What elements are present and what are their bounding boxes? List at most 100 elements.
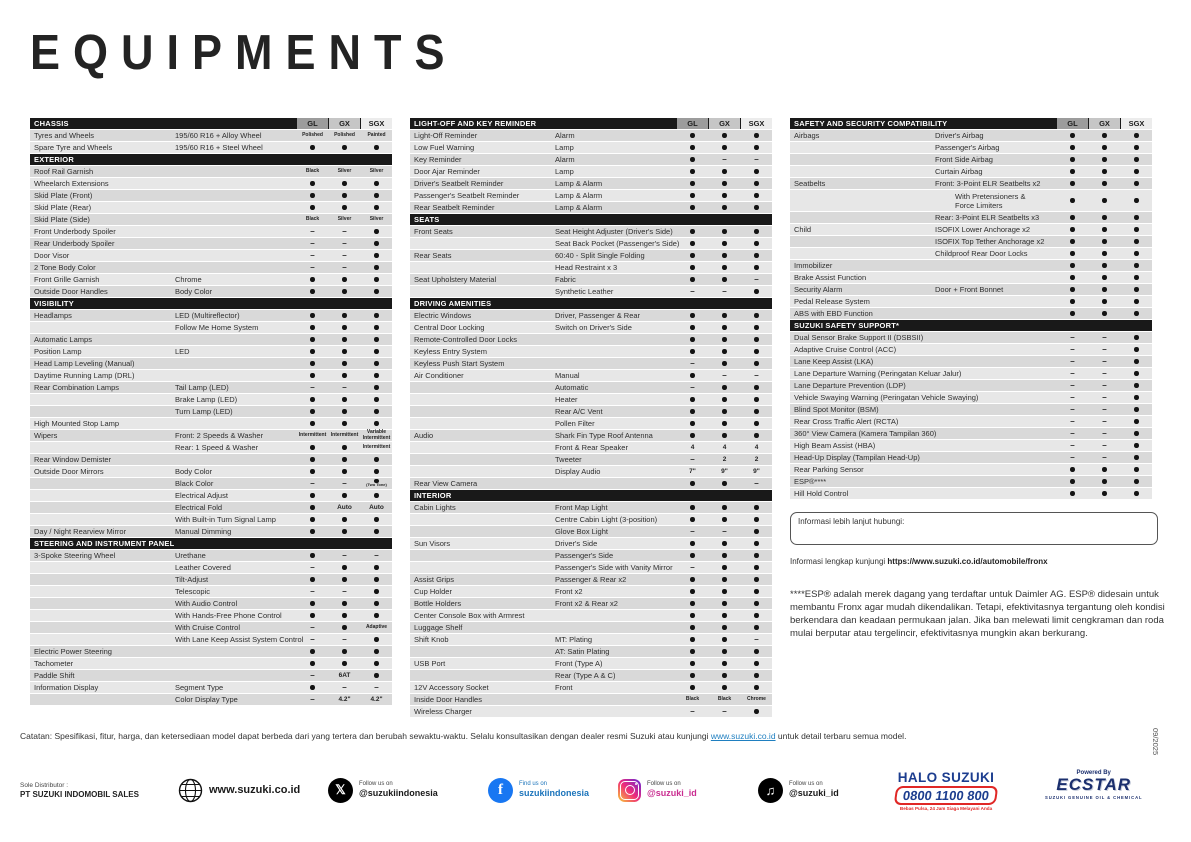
table-row: ABS with EBD Function (790, 308, 1152, 319)
trim-value-cell (361, 322, 392, 333)
feature-detail: Shark Fin Type Roof Antenna (555, 431, 653, 440)
trim-value-cell (1057, 488, 1088, 499)
not-available-dash: – (1070, 332, 1075, 342)
trim-value-cell (677, 586, 708, 597)
included-dot-icon (1070, 215, 1075, 220)
trim-value-cell (361, 334, 392, 345)
trim-value-text: Intermittent (362, 443, 391, 450)
trim-value-cell (1057, 178, 1088, 189)
trim-value-cell (741, 310, 772, 321)
included-dot-icon (690, 553, 695, 558)
included-dot-icon (374, 337, 379, 342)
trim-value-cell (361, 226, 392, 237)
included-dot-icon (1070, 299, 1075, 304)
feature-detail: 195/60 R16 + Alloy Wheel (175, 131, 262, 140)
included-dot-icon (754, 613, 759, 618)
included-dot-icon (722, 541, 727, 546)
section-header: SAFETY AND SECURITY COMPATIBILITY GL GX SGX (790, 118, 1152, 129)
included-dot-icon (722, 205, 727, 210)
included-dot-icon (690, 517, 695, 522)
trim-value-cell: – (329, 586, 360, 597)
facebook-handle: suzukiindonesia (519, 788, 590, 799)
included-dot-icon (310, 493, 315, 498)
included-dot-icon (722, 505, 727, 510)
trim-values (1056, 308, 1152, 319)
included-dot-icon (1070, 133, 1075, 138)
trim-value-cell (1121, 296, 1152, 307)
feature-detail: 195/60 R16 + Steel Wheel (175, 143, 263, 152)
feature-detail: Automatic (555, 383, 589, 392)
trim-values (1056, 166, 1152, 177)
trim-values: Polished Polished Painted (296, 130, 392, 141)
feature-name: Wipers (34, 431, 58, 440)
trim-value-cell (677, 610, 708, 621)
included-dot-icon (754, 433, 759, 438)
trim-value-cell (677, 226, 708, 237)
trim-values: – – (1056, 440, 1152, 451)
included-dot-icon (722, 673, 727, 678)
feature-detail: Lamp & Alarm (555, 179, 603, 188)
trim-value-cell (709, 166, 740, 177)
feature-detail: Fabric (555, 275, 576, 284)
included-dot-icon (754, 421, 759, 426)
trim-value-cell (1121, 130, 1152, 141)
included-dot-icon (374, 577, 379, 582)
feature-name: High Beam Assist (HBA) (794, 441, 876, 450)
not-available-dash: – (310, 250, 315, 260)
included-dot-icon (374, 613, 379, 618)
trim-value-cell (1057, 476, 1088, 487)
trim-values: – – (Two Tone) (296, 478, 392, 489)
included-dot-icon (754, 541, 759, 546)
included-dot-icon (1070, 227, 1075, 232)
feature-detail: Electrical Adjust (175, 491, 228, 500)
trim-value-cell (709, 514, 740, 525)
trim-value-cell (1121, 154, 1152, 165)
trim-value-cell (741, 322, 772, 333)
included-dot-icon (374, 469, 379, 474)
included-dot-icon (310, 457, 315, 462)
not-available-dash: – (342, 550, 347, 560)
suzuki-website-link[interactable]: www.suzuki.co.id (710, 731, 776, 741)
included-dot-icon (1134, 419, 1139, 424)
feature-detail: With Audio Control (175, 599, 238, 608)
not-available-dash: – (754, 274, 759, 284)
included-dot-icon (722, 685, 727, 690)
trim-values (676, 142, 772, 153)
feature-name: Lane Departure Prevention (LDP) (794, 381, 906, 390)
trim-value-cell (361, 562, 392, 573)
trim-values (1056, 142, 1152, 153)
feature-name: Rear Underbody Spoiler (34, 239, 115, 248)
included-dot-icon (1102, 198, 1107, 203)
not-available-dash: – (310, 226, 315, 236)
section-header-label: SEATS (414, 215, 440, 224)
x-social-block: 𝕏 Follow us on @suzukiindonesia (328, 770, 438, 810)
included-dot-icon (754, 145, 759, 150)
included-dot-icon (342, 145, 347, 150)
feature-name: Rear Parking Sensor (794, 465, 864, 474)
included-dot-icon (310, 649, 315, 654)
included-dot-icon (1134, 467, 1139, 472)
included-dot-icon (310, 421, 315, 426)
esp-disclaimer: ****ESP® adalah merek dagang yang terdaf… (790, 589, 1165, 640)
trim-value-cell (1057, 154, 1088, 165)
included-dot-icon (690, 673, 695, 678)
trim-values (296, 610, 392, 621)
trim-value-cell (297, 202, 328, 213)
not-available-dash: – (1070, 452, 1075, 462)
feature-name: Front Seats (414, 227, 453, 236)
included-dot-icon (342, 517, 347, 522)
not-available-dash: – (722, 706, 727, 716)
trim-value-cell (1057, 166, 1088, 177)
included-dot-icon (690, 397, 695, 402)
trim-value-cell (1121, 332, 1152, 343)
trim-value-cell (361, 370, 392, 381)
table-row: Roof Rail Garnish Black Silver Silver (30, 166, 392, 177)
section-header: CHASSIS GL GX SGX (30, 118, 392, 129)
trim-values (296, 142, 392, 153)
included-dot-icon (754, 625, 759, 630)
table-row: Audio Shark Fin Type Roof Antenna (410, 430, 772, 441)
trim-value-cell: – (1089, 380, 1120, 391)
included-dot-icon (690, 409, 695, 414)
table-row: Electric Power Steering (30, 646, 392, 657)
trim-value-cell: – (741, 634, 772, 645)
